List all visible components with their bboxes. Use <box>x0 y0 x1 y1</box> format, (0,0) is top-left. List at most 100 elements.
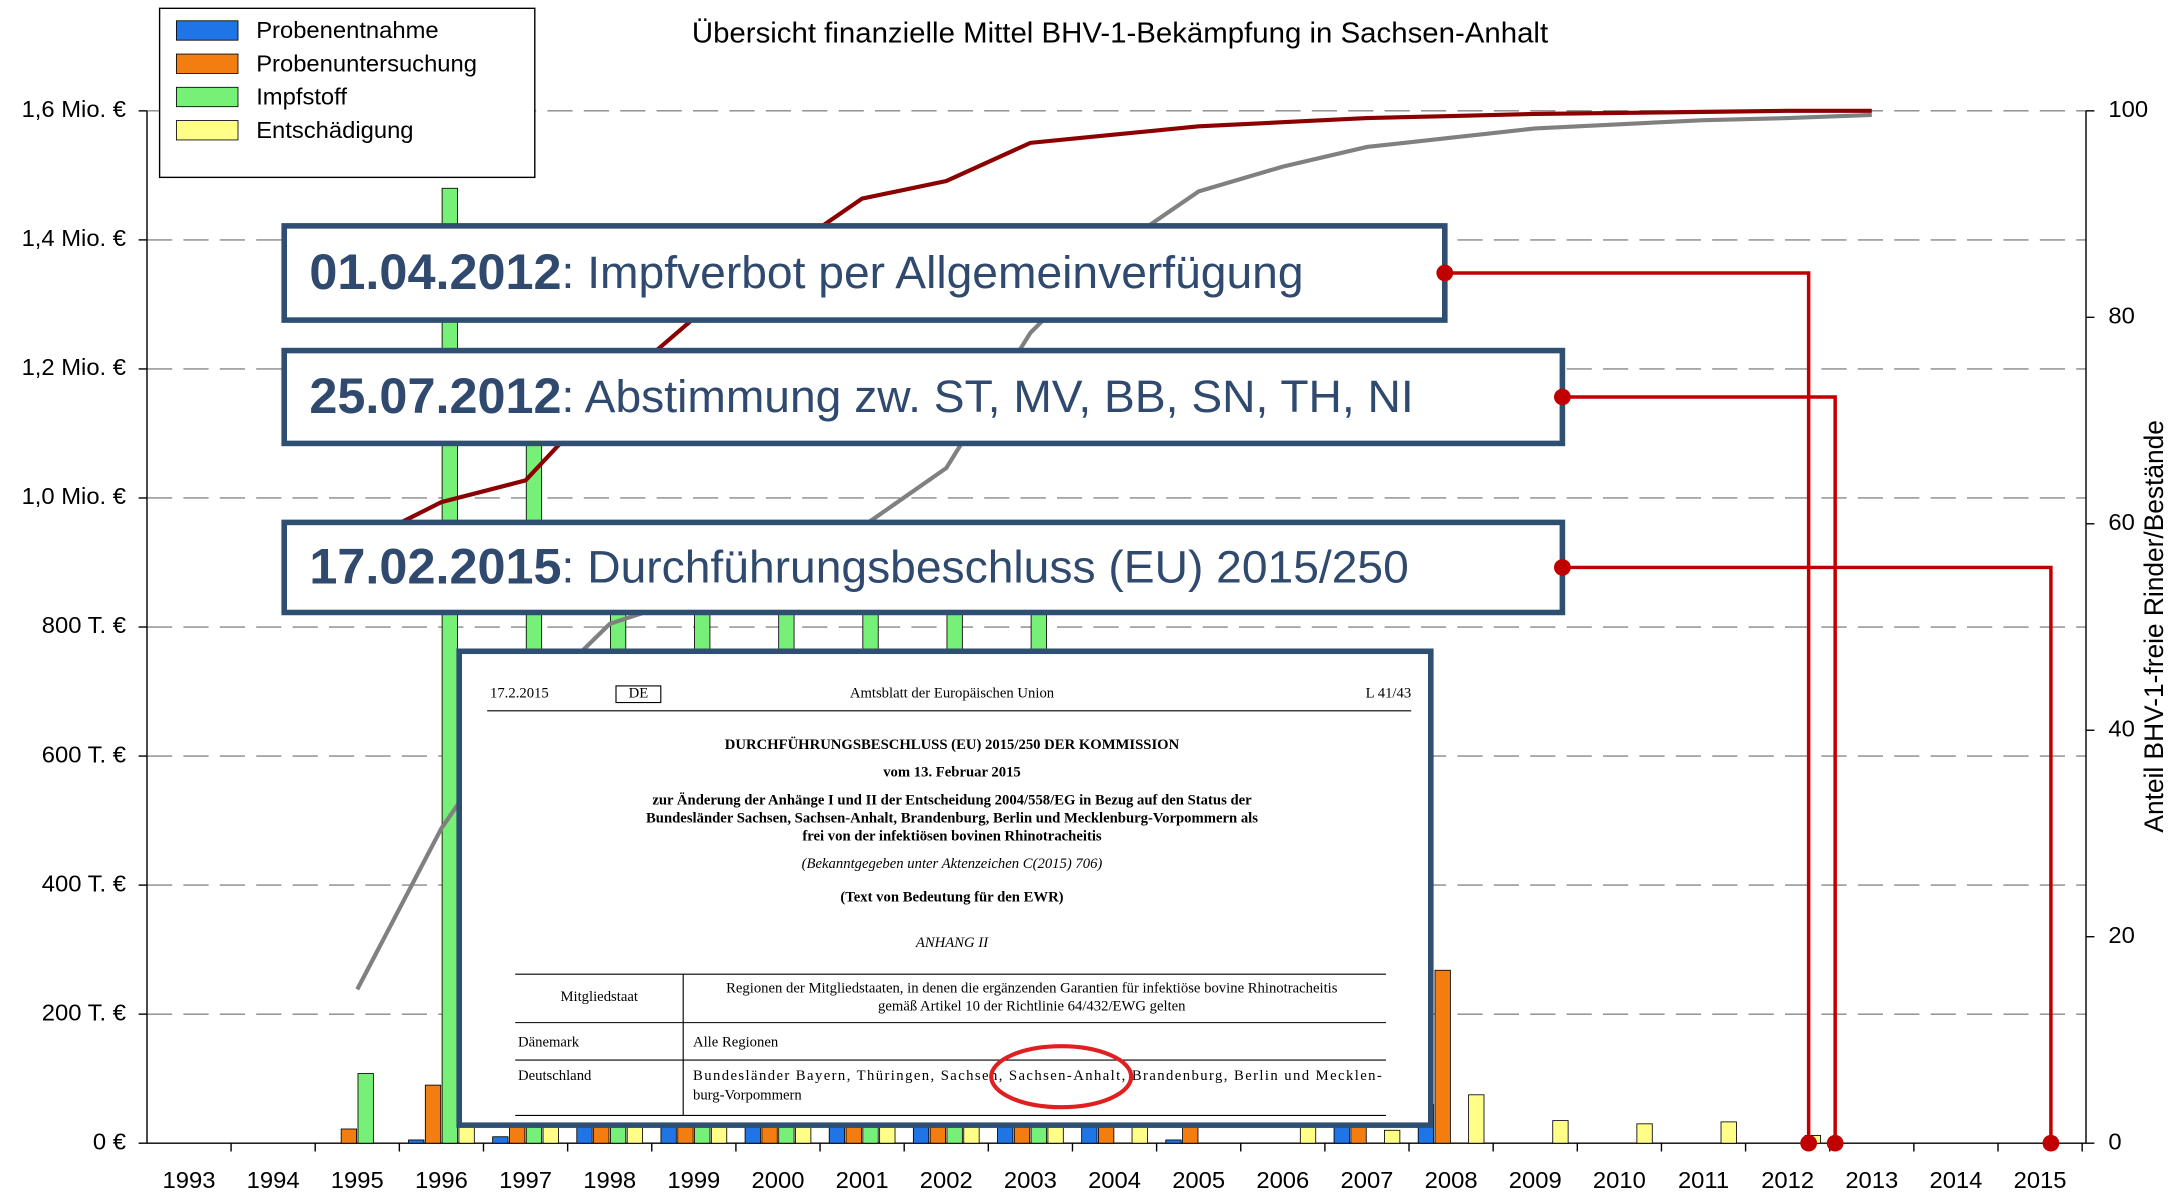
legend-swatch <box>176 87 238 106</box>
doc-lang: DE <box>629 686 649 702</box>
doc-annex: ANHANG II <box>915 935 989 951</box>
callout-date: 01.04.2012 <box>309 244 561 300</box>
doc-title: DURCHFÜHRUNGSBESCHLUSS (EU) 2015/250 DER… <box>725 736 1180 753</box>
y-tick-label: 0 € <box>93 1130 126 1156</box>
document-inset: 17.2.2015 DE Amtsblatt der Europäischen … <box>459 651 1431 1125</box>
x-tick-label: 2010 <box>1593 1168 1646 1194</box>
x-tick-label: 2002 <box>920 1168 973 1194</box>
bar <box>442 188 457 1143</box>
connector <box>1562 397 1835 1143</box>
y-tick-label: 1,0 Mio. € <box>22 484 126 510</box>
x-tick-label: 2012 <box>1761 1168 1814 1194</box>
legend: Probenentnahme Probenuntersuchung Impfstof… <box>160 8 535 177</box>
bar <box>1384 1130 1399 1143</box>
y2-axis-label: Anteil BHV-1-freie Rinder/Bestände <box>2139 420 2169 833</box>
x-tick-label: 1993 <box>163 1168 216 1194</box>
doc-page: L 41/43 <box>1366 686 1412 702</box>
bar <box>1435 970 1450 1143</box>
legend-swatch <box>176 54 238 73</box>
callout-date: 25.07.2012 <box>309 368 561 424</box>
x-tick-label: 2009 <box>1509 1168 1562 1194</box>
table-cell: Bundesländer Bayern, Thüringen, Sachsen,… <box>693 1068 1382 1084</box>
doc-subject: zur Änderung der Anhänge I und II der En… <box>652 792 1252 808</box>
y2-tick-label: 0 <box>2108 1130 2121 1156</box>
y-tick-label: 400 T. € <box>42 871 126 897</box>
connector-dot <box>1554 389 1571 406</box>
callout-text: : Abstimmung zw. ST, MV, BB, SN, TH, NI <box>562 370 1414 422</box>
connector-dot <box>1827 1135 1844 1152</box>
y-tick-label: 200 T. € <box>42 1000 126 1026</box>
connector-dot <box>2043 1135 2060 1152</box>
y2-tick-label: 40 <box>2108 717 2134 743</box>
bar <box>1553 1121 1568 1144</box>
callout-date: 17.02.2015 <box>309 539 561 595</box>
body: Übersicht finanzielle Mittel BHV-1-Bekäm… <box>0 0 2177 1200</box>
x-tick-label: 1995 <box>331 1168 384 1194</box>
table-cell: Deutschland <box>518 1068 592 1084</box>
bar <box>493 1137 508 1143</box>
y2-tick-label: 60 <box>2108 510 2134 536</box>
bar <box>358 1074 373 1144</box>
x-tick-label: 2007 <box>1341 1168 1394 1194</box>
x-tick-label: 2000 <box>752 1168 805 1194</box>
y-tick-label: 1,2 Mio. € <box>22 355 126 381</box>
x-tick-label: 2004 <box>1088 1168 1141 1194</box>
table-cell: Dänemark <box>518 1035 580 1051</box>
legend-label: Probenuntersuchung <box>256 51 477 77</box>
table-header: Mitgliedstaat <box>560 989 637 1005</box>
doc-subtitle: vom 13. Februar 2015 <box>883 765 1021 781</box>
x-tick-label: 2014 <box>1929 1168 1982 1194</box>
y2-tick-label: 80 <box>2108 304 2134 330</box>
x-tick-label: 2008 <box>1425 1168 1478 1194</box>
y-tick-label: 600 T. € <box>42 742 126 768</box>
x-tick-label: 1998 <box>583 1168 636 1194</box>
chart-title: Übersicht finanzielle Mittel BHV-1-Bekäm… <box>692 17 1548 49</box>
bar <box>1469 1095 1484 1143</box>
bar <box>341 1129 356 1143</box>
legend-swatch <box>176 21 238 40</box>
doc-date: 17.2.2015 <box>490 686 549 702</box>
doc-reference: (Bekanntgegeben unter Aktenzeichen C(201… <box>802 856 1103 872</box>
bar <box>1166 1140 1181 1143</box>
doc-journal: Amtsblatt der Europäischen Union <box>850 686 1055 702</box>
table-header: Regionen der Mitgliedstaaten, in denen d… <box>726 981 1338 997</box>
table-cell: burg-Vorpommern <box>693 1087 802 1103</box>
bar <box>1637 1124 1652 1143</box>
connector-dot <box>1554 559 1571 576</box>
y-tick-label: 1,4 Mio. € <box>22 226 126 252</box>
x-tick-label: 2001 <box>836 1168 889 1194</box>
legend-label: Entschädigung <box>256 118 413 144</box>
connector-dot <box>1436 265 1453 282</box>
y2-tick-label: 20 <box>2108 923 2134 949</box>
line <box>357 111 1872 545</box>
legend-label: Impfstoff <box>256 85 347 111</box>
legend-swatch <box>176 121 238 140</box>
x-tick-label: 2011 <box>1678 1168 1729 1194</box>
chart: Übersicht finanzielle Mittel BHV-1-Bekäm… <box>0 0 2177 1200</box>
table-cell: Alle Regionen <box>693 1035 779 1051</box>
x-tick-label: 2015 <box>2014 1168 2067 1194</box>
doc-subject: frei von der infektiösen bovinen Rhinotr… <box>802 828 1102 844</box>
y2-tick-label: 100 <box>2108 97 2148 123</box>
connector-dot <box>1800 1135 1817 1152</box>
doc-subject: Bundesländer Sachsen, Sachsen-Anhalt, Br… <box>646 810 1258 826</box>
bar <box>425 1085 440 1143</box>
x-tick-label: 1996 <box>415 1168 468 1194</box>
page: BHV-1 {"chart_data": { "type": "bar", "t… <box>0 0 2177 1200</box>
x-tick-label: 2005 <box>1172 1168 1225 1194</box>
table-header: gemäß Artikel 10 der Richtlinie 64/432/E… <box>878 999 1186 1015</box>
y-tick-label: 1,6 Mio. € <box>22 97 126 123</box>
doc-relevance: (Text von Bedeutung für den EWR) <box>840 889 1063 905</box>
bar <box>409 1140 424 1143</box>
x-tick-label: 2003 <box>1004 1168 1057 1194</box>
x-tick-label: 1999 <box>667 1168 720 1194</box>
x-tick-label: 1997 <box>499 1168 552 1194</box>
x-tick-label: 2013 <box>1845 1168 1898 1194</box>
legend-label: Probenentnahme <box>256 18 438 44</box>
y-tick-label: 800 T. € <box>42 613 126 639</box>
callout-text: : Durchführungsbeschluss (EU) 2015/250 <box>562 541 1409 593</box>
connector <box>1562 567 2051 1143</box>
x-tick-label: 2006 <box>1256 1168 1309 1194</box>
bar <box>1721 1122 1736 1143</box>
document-frame <box>459 651 1431 1125</box>
